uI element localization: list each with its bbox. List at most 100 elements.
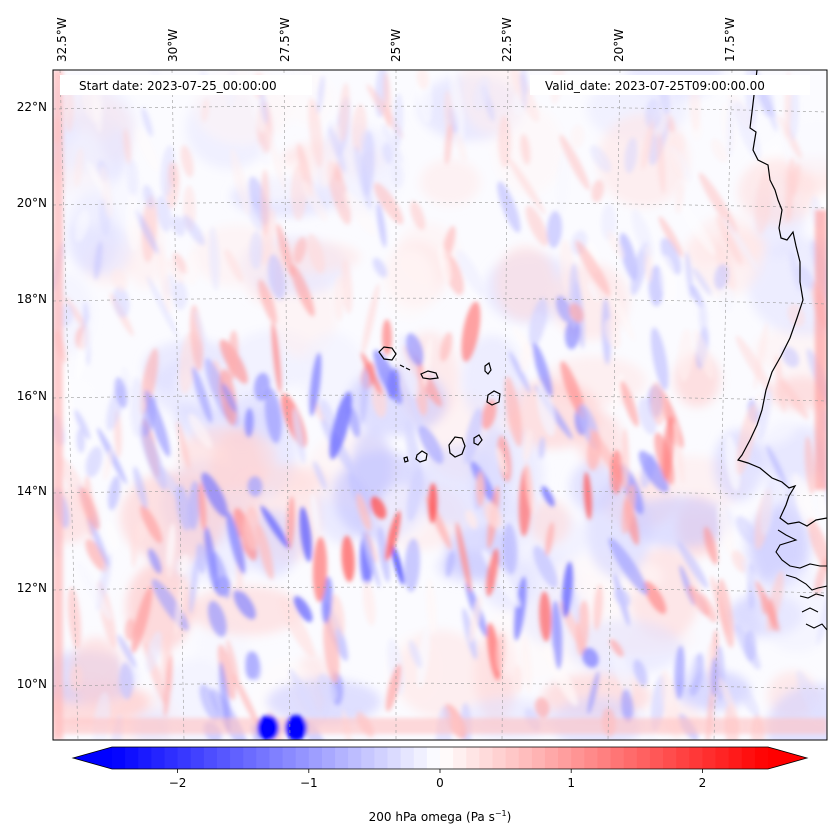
omega-streak [364,531,378,563]
cape-verde-islands [378,346,501,463]
colorbar-step [689,747,703,769]
omega-streak [438,245,452,283]
omega-streak [126,191,140,251]
omega-edge-band [53,718,827,734]
omega-streak [404,538,421,593]
omega-streak [698,297,708,338]
colorbar-step [374,747,389,769]
omega-streak [624,137,638,174]
omega-streak [760,479,776,536]
longitude-gridline [713,70,733,740]
lat-label: 22°N [17,100,47,114]
omega-streak [818,482,827,519]
omega-streak [408,640,422,669]
lon-label: 32.5°W [55,17,69,62]
colorbar-step [479,747,494,769]
colorbar-step [453,747,467,769]
omega-streak [469,595,482,643]
omega-streak [656,131,666,194]
colorbar-step [754,747,769,769]
omega-streak [569,303,584,323]
longitude-gridline [283,70,291,740]
omega-streak [559,134,590,191]
omega-streak [317,673,337,703]
omega-streak [590,145,611,173]
omega-streak [360,365,369,424]
omega-streak [539,591,552,642]
omega-streak [717,578,735,648]
omega-streak [638,450,669,493]
omega-streak [159,635,169,692]
omega-streak [662,416,675,481]
latitude-gridline [53,105,827,113]
omega-streak [329,391,352,460]
omega-streak [67,587,82,649]
omega-streak [166,258,185,285]
omega-streak [497,181,521,233]
omega-streak [521,635,532,694]
omega-streak [525,205,549,246]
omega-streak [140,505,163,544]
omega-streak [376,203,387,248]
omega-streak [142,396,157,437]
omega-streak [609,638,624,658]
omega-streak [717,503,735,557]
colorbar-tick-label: 0 [436,776,444,790]
omega-streak [258,279,277,325]
omega-streak [75,209,89,242]
omega-streak [310,492,320,534]
omega-streak [645,98,662,130]
omega-streak [390,543,405,586]
omega-streak [360,352,383,396]
omega-streak [105,520,118,551]
omega-streak [111,268,127,292]
omega-streak [194,309,207,349]
omega-streak [130,376,145,438]
omega-streak [587,282,599,302]
latitude-gridline [53,682,827,690]
colorbar-step [203,747,218,769]
latitude-gridline [53,394,827,402]
omega-streak [249,231,263,270]
omega-streak [185,250,201,286]
omega-streak [502,523,518,575]
colorbar-step [492,747,507,769]
colorbar-step [676,747,690,769]
colorbar-step [321,747,336,769]
omega-streak [677,541,709,589]
colorbar-step [741,747,756,769]
omega-streak [77,562,112,621]
omega-streak [260,208,276,265]
omega-streak [551,600,563,670]
omega-streak [107,475,121,511]
omega-streak [74,147,84,188]
omega-streak [486,548,499,597]
omega-streak [670,149,684,178]
omega-streak [791,473,817,534]
longitude-gridline [59,70,79,740]
omega-streak [556,148,570,216]
omega-streak [610,373,624,415]
colorbar-step [308,747,323,769]
omega-streak [372,257,388,278]
colorbar-step [440,747,454,769]
omega-streak [385,510,401,561]
omega-streak [264,387,282,444]
omega-blob [382,248,436,319]
omega-streak [123,128,131,165]
omega-streak [201,472,228,517]
omega-streak [289,668,322,727]
omega-streak [59,364,74,428]
omega-streak [545,521,555,556]
colorbar-step [597,747,612,769]
colorbar-step [623,747,638,769]
omega-streak [508,351,531,394]
omega-streak [230,148,250,216]
omega-streak [141,107,153,137]
omega-streak [99,165,113,219]
omega-streak [555,295,572,323]
omega-streak [256,524,274,580]
omega-streak [538,436,546,459]
omega-streak [79,487,100,531]
omega-streak [780,379,809,420]
